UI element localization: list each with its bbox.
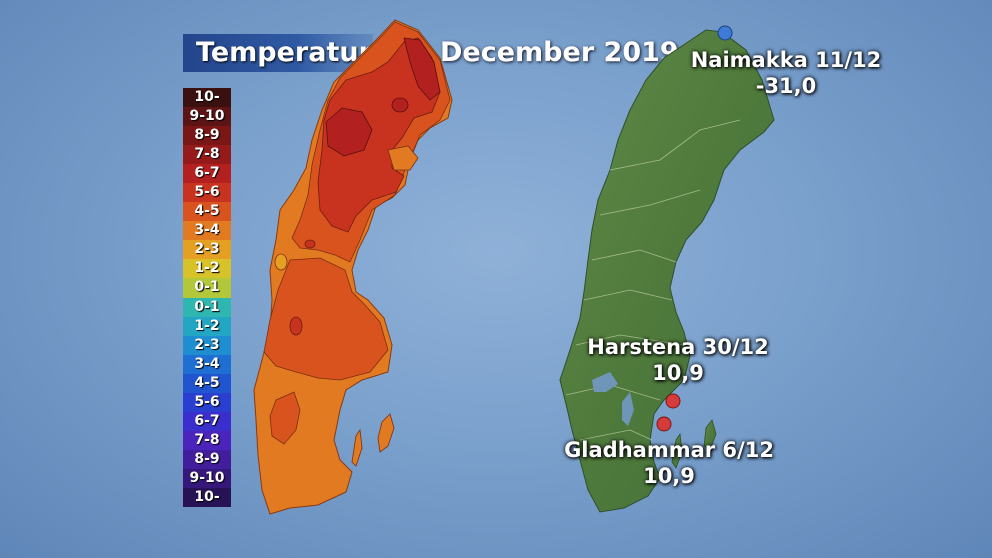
zone-3-4-patch — [387, 145, 419, 171]
legend-entry: 5-6 — [183, 183, 231, 203]
zone-5-6-patch — [289, 316, 303, 336]
naimakka-label: Naimakka 11/12 -31,0 — [686, 47, 886, 99]
legend-entry: 8-9 — [183, 449, 231, 469]
legend-entry: 1-2 — [183, 316, 231, 336]
zone-4-5-south — [263, 257, 389, 381]
map-title: Temperatur — [196, 37, 372, 68]
legend-entry: 1-2 — [183, 259, 231, 279]
legend-entry: 7-8 — [183, 430, 231, 450]
legend-entry: 0-1 — [183, 278, 231, 298]
legend-entry: 10- — [183, 88, 231, 108]
legend-entry: 4-5 — [183, 202, 231, 222]
gladhammar-name-date: Gladhammar 6/12 — [564, 438, 774, 462]
legend-entry: 8-9 — [183, 126, 231, 146]
naimakka-value: -31,0 — [755, 74, 817, 98]
legend-entry: 2-3 — [183, 240, 231, 260]
region-borders — [565, 119, 741, 441]
gotland-right — [703, 419, 717, 451]
legend-entry: 2-3 — [183, 335, 231, 355]
legend-entry: 3-4 — [183, 221, 231, 241]
gladhammar-label: Gladhammar 6/12 10,9 — [552, 437, 786, 489]
temperature-legend: 10- 9-10 8-9 7-8 6-7 5-6 4-5 3-4 2-3 1-2 0-1 0-1 1-2… — [183, 88, 231, 508]
legend-entry: 5-6 — [183, 392, 231, 412]
zone-6-7-c — [391, 97, 409, 113]
zone-6-7-b — [325, 107, 373, 157]
zone-6-7 — [403, 37, 441, 101]
zone-4-5-southern-patch — [269, 391, 301, 445]
legend-entry: 6-7 — [183, 164, 231, 184]
legend-entry: 6-7 — [183, 411, 231, 431]
legend-entry: 10- — [183, 487, 231, 508]
temperature-map — [253, 19, 453, 515]
legend-entry: 3-4 — [183, 354, 231, 374]
legend-entry: 9-10 — [183, 468, 231, 488]
legend-entry: 9-10 — [183, 107, 231, 127]
map-subtitle: December 2019 — [440, 37, 679, 68]
naimakka-marker[interactable] — [717, 25, 733, 41]
title-banner — [183, 34, 373, 72]
legend-entry: 0-1 — [183, 297, 231, 317]
lake-vanern — [592, 372, 618, 392]
harstena-name-date: Harstena 30/12 — [587, 335, 769, 359]
gladhammar-value: 10,9 — [643, 464, 695, 488]
satellite-map — [559, 29, 775, 513]
gotland-left — [377, 413, 395, 453]
legend-entry: 7-8 — [183, 145, 231, 165]
legend-entry: 4-5 — [183, 373, 231, 393]
naimakka-name-date: Naimakka 11/12 — [690, 48, 882, 72]
harstena-marker[interactable] — [665, 393, 681, 409]
zone-5-6-patch-b — [304, 239, 316, 249]
oland-right — [671, 432, 683, 469]
gladhammar-marker[interactable] — [656, 416, 672, 432]
zone-2-3-patch — [274, 253, 288, 271]
oland-left — [351, 428, 363, 467]
lake-vattern — [622, 392, 634, 426]
harstena-value: 10,9 — [652, 361, 704, 385]
harstena-label: Harstena 30/12 10,9 — [580, 334, 776, 386]
